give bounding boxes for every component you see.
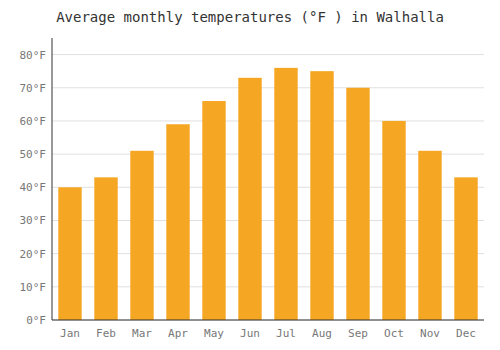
grid-line <box>52 87 484 88</box>
x-tick-label: Feb <box>96 327 116 340</box>
x-tick-label: Jun <box>240 327 260 340</box>
y-tick-label: 0°F <box>26 314 46 327</box>
bar <box>346 88 369 320</box>
bar <box>166 124 189 320</box>
x-tick-label: Jul <box>276 327 296 340</box>
y-tick-label: 30°F <box>20 214 47 227</box>
x-tick-label: Sep <box>348 327 368 340</box>
x-tick-label: Oct <box>384 327 404 340</box>
bar <box>382 121 405 320</box>
x-tick-label: May <box>204 327 224 340</box>
bar <box>94 177 117 320</box>
bars <box>58 68 477 320</box>
y-tick-label: 20°F <box>20 248 47 261</box>
x-axis-line <box>52 320 484 321</box>
chart: Average monthly temperatures (°F ) in Wa… <box>0 0 500 350</box>
x-tick-label: Aug <box>312 327 332 340</box>
bar <box>58 187 81 320</box>
bar <box>202 101 225 320</box>
x-tick-label: Dec <box>456 327 476 340</box>
x-tick-label: Mar <box>132 327 152 340</box>
bar <box>418 151 441 320</box>
y-tick-label: 50°F <box>20 148 47 161</box>
grid-line <box>52 120 484 121</box>
y-tick-label: 80°F <box>20 49 47 62</box>
bar <box>274 68 297 320</box>
grid-line <box>52 320 484 321</box>
y-tick-label: 60°F <box>20 115 47 128</box>
bar <box>238 78 261 320</box>
y-tick-label: 10°F <box>20 281 47 294</box>
grid-line <box>52 54 484 55</box>
bar <box>130 151 153 320</box>
y-tick-label: 70°F <box>20 82 47 95</box>
x-tick-label: Nov <box>420 327 440 340</box>
bar <box>454 177 477 320</box>
x-tick-label: Apr <box>168 327 188 340</box>
y-tick-label: 40°F <box>20 181 47 194</box>
x-tick-label: Jan <box>60 327 80 340</box>
y-axis-line <box>52 38 53 320</box>
title: Average monthly temperatures (°F ) in Wa… <box>56 9 444 25</box>
bar <box>310 71 333 320</box>
